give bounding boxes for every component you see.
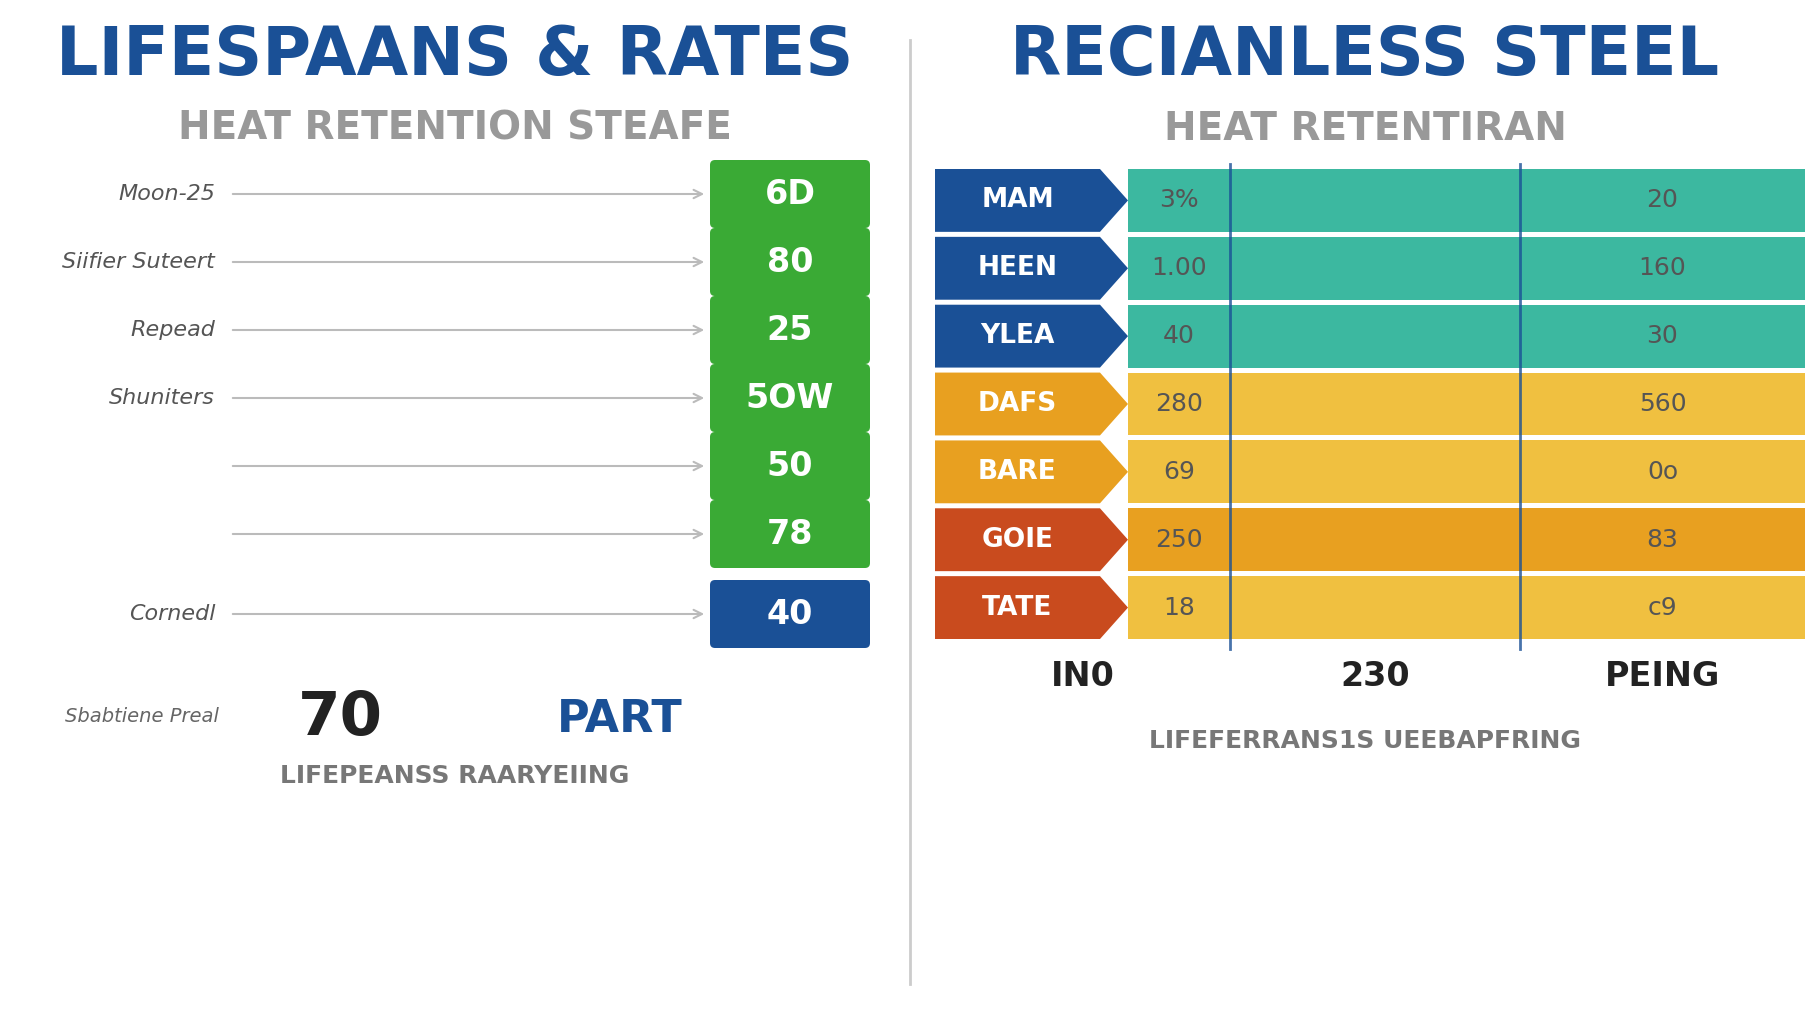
- Polygon shape: [935, 508, 1128, 571]
- Text: 25: 25: [766, 313, 814, 346]
- Text: 0o: 0o: [1647, 460, 1678, 484]
- Text: YLEA: YLEA: [981, 324, 1054, 349]
- Text: 560: 560: [1638, 392, 1687, 416]
- FancyBboxPatch shape: [710, 500, 870, 568]
- Polygon shape: [935, 305, 1128, 368]
- FancyBboxPatch shape: [710, 296, 870, 364]
- FancyBboxPatch shape: [1128, 373, 1805, 435]
- Text: 78: 78: [766, 517, 814, 551]
- Text: 18: 18: [1163, 596, 1196, 620]
- Text: Sbabtiene Preal: Sbabtiene Preal: [66, 707, 218, 725]
- Text: BARE: BARE: [977, 459, 1057, 484]
- FancyBboxPatch shape: [1128, 440, 1805, 503]
- Polygon shape: [935, 577, 1128, 639]
- FancyBboxPatch shape: [710, 580, 870, 648]
- Text: MAM: MAM: [981, 187, 1054, 213]
- Text: Repead: Repead: [129, 319, 215, 340]
- Text: PEING: PEING: [1605, 659, 1720, 692]
- Text: HEAT RETENTION STEAFE: HEAT RETENTION STEAFE: [178, 110, 732, 148]
- Text: 40: 40: [1163, 325, 1196, 348]
- Text: Cornedl: Cornedl: [129, 604, 215, 624]
- FancyBboxPatch shape: [1128, 577, 1805, 639]
- Text: GOIE: GOIE: [981, 526, 1054, 553]
- Text: Shuniters: Shuniters: [109, 388, 215, 408]
- Text: 80: 80: [766, 246, 814, 279]
- Text: Moon-25: Moon-25: [118, 184, 215, 204]
- FancyBboxPatch shape: [710, 160, 870, 228]
- Text: 160: 160: [1638, 256, 1687, 281]
- Text: 83: 83: [1647, 527, 1678, 552]
- FancyBboxPatch shape: [710, 228, 870, 296]
- Text: DAFS: DAFS: [977, 391, 1057, 417]
- Polygon shape: [935, 169, 1128, 231]
- Polygon shape: [935, 440, 1128, 503]
- Text: 30: 30: [1647, 325, 1678, 348]
- Polygon shape: [935, 237, 1128, 300]
- Text: 3%: 3%: [1159, 188, 1199, 212]
- FancyBboxPatch shape: [710, 432, 870, 500]
- Text: 40: 40: [766, 597, 814, 631]
- Text: LIFESPAANS & RATES: LIFESPAANS & RATES: [56, 23, 854, 89]
- Text: c9: c9: [1647, 596, 1678, 620]
- Text: 69: 69: [1163, 460, 1196, 484]
- Text: 230: 230: [1340, 659, 1410, 692]
- Text: 70: 70: [297, 689, 382, 749]
- Text: LIFEPEANSS RAARYEIING: LIFEPEANSS RAARYEIING: [280, 764, 630, 788]
- Polygon shape: [935, 373, 1128, 435]
- Text: 20: 20: [1647, 188, 1678, 212]
- Text: LIFEFERRANS1S UEEBAPFRING: LIFEFERRANS1S UEEBAPFRING: [1148, 729, 1582, 753]
- Text: PART: PART: [557, 697, 682, 740]
- Text: TATE: TATE: [983, 595, 1052, 621]
- Text: HEEN: HEEN: [977, 255, 1057, 282]
- Text: Siifier Suteert: Siifier Suteert: [62, 252, 215, 272]
- Text: 50: 50: [766, 450, 814, 482]
- Text: 250: 250: [1156, 527, 1203, 552]
- Text: 5OW: 5OW: [746, 382, 834, 415]
- Text: 280: 280: [1156, 392, 1203, 416]
- Text: RECIANLESS STEEL: RECIANLESS STEEL: [1010, 23, 1720, 89]
- FancyBboxPatch shape: [1128, 169, 1805, 231]
- Text: 6D: 6D: [764, 177, 815, 211]
- Text: IN0: IN0: [1050, 659, 1114, 692]
- FancyBboxPatch shape: [1128, 305, 1805, 368]
- FancyBboxPatch shape: [1128, 508, 1805, 571]
- FancyBboxPatch shape: [1128, 237, 1805, 300]
- Text: 1.00: 1.00: [1152, 256, 1207, 281]
- Text: HEAT RETENTIRAN: HEAT RETENTIRAN: [1163, 110, 1567, 148]
- FancyBboxPatch shape: [710, 364, 870, 432]
